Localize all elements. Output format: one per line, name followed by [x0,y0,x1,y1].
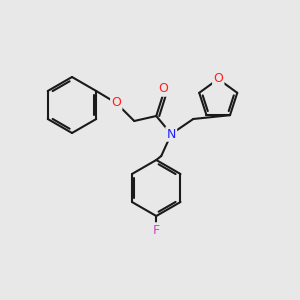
Text: O: O [111,97,121,110]
Text: O: O [213,73,223,85]
Text: O: O [158,82,168,95]
Text: N: N [167,128,176,140]
Text: F: F [153,224,160,236]
